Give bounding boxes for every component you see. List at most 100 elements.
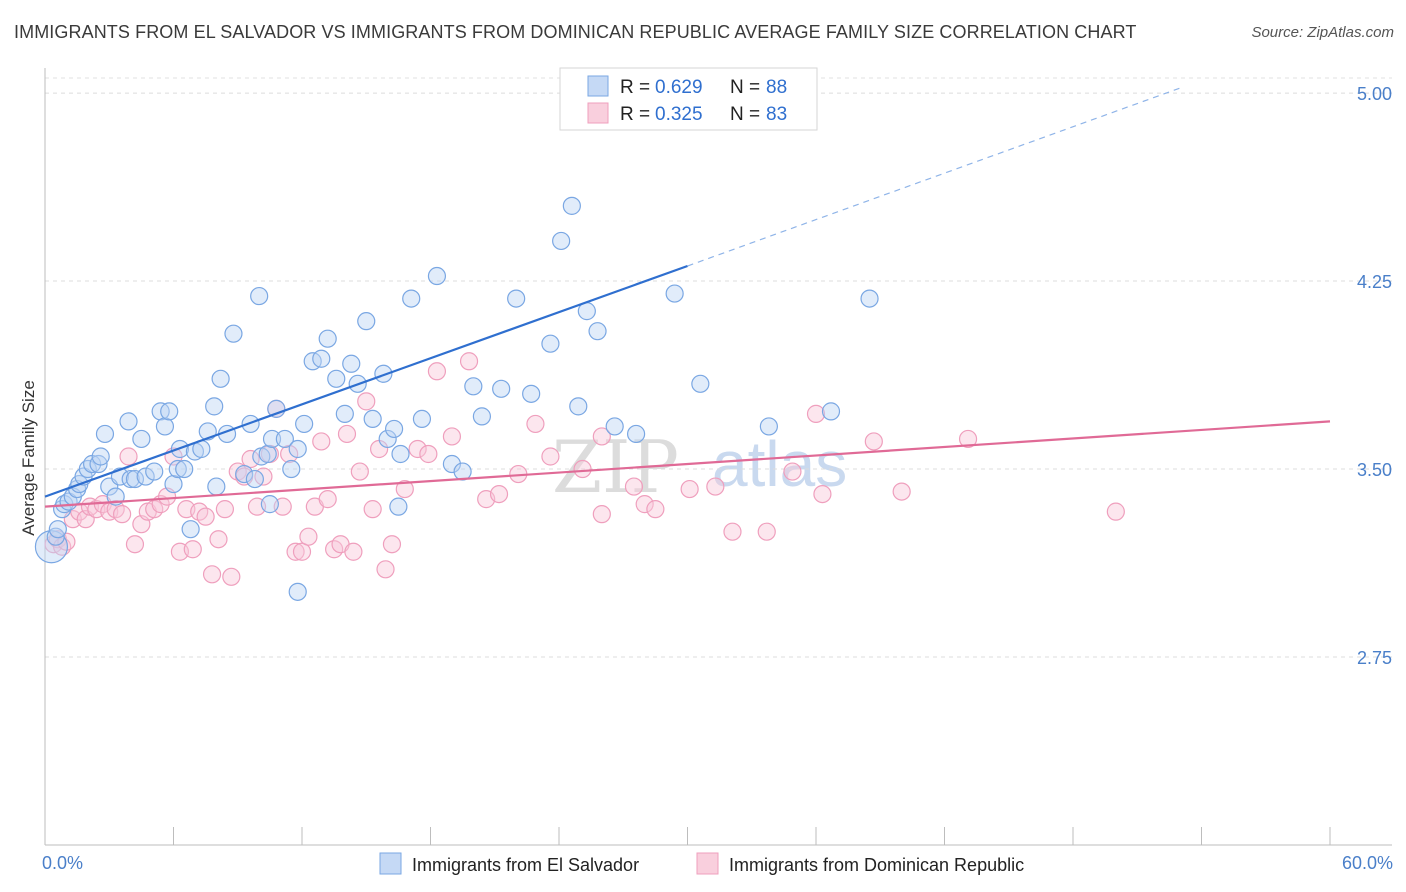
point-el-salvador <box>342 354 361 373</box>
legend-swatch-el-salvador <box>587 75 609 97</box>
point-dominican <box>419 444 438 464</box>
point-dominican <box>395 479 414 499</box>
point-dominican <box>337 424 357 444</box>
y-tick-label: 4.25 <box>1357 272 1392 292</box>
point-dominican <box>183 540 202 559</box>
point-dominican <box>592 505 611 524</box>
point-el-salvador <box>759 417 778 436</box>
point-dominican <box>209 530 228 549</box>
point-dominican <box>680 479 699 499</box>
point-dominican <box>357 392 376 411</box>
point-el-salvador <box>357 312 376 331</box>
point-dominican <box>125 535 145 554</box>
series-dominican-points <box>44 352 1125 586</box>
point-el-salvador <box>442 454 462 474</box>
point-dominican <box>806 404 826 423</box>
point-el-salvador <box>389 497 408 516</box>
point-el-salvador <box>145 462 164 481</box>
point-el-salvador <box>288 582 307 601</box>
point-dominican <box>706 477 725 496</box>
watermark-zip: ZIP <box>552 425 679 509</box>
point-el-salvador <box>569 397 588 416</box>
point-el-salvador <box>295 414 314 434</box>
point-el-salvador <box>318 329 337 348</box>
point-el-salvador <box>562 196 581 215</box>
point-el-salvador <box>260 495 279 514</box>
point-el-salvador <box>588 322 607 341</box>
point-el-salvador <box>34 530 69 564</box>
point-el-salvador <box>665 284 684 303</box>
point-el-salvador <box>391 444 410 464</box>
point-el-salvador <box>464 377 483 396</box>
point-el-salvador <box>374 364 393 383</box>
point-dominican <box>363 500 382 519</box>
point-el-salvador <box>119 412 138 431</box>
point-dominican <box>783 462 802 481</box>
point-dominican <box>280 444 299 464</box>
point-el-salvador <box>821 402 841 421</box>
chart-source: Source: ZipAtlas.com <box>1251 24 1394 41</box>
point-el-salvador <box>91 447 110 466</box>
point-el-salvador <box>89 454 108 474</box>
trend-line-dominican <box>44 420 1331 508</box>
point-dominican <box>442 427 462 446</box>
point-el-salvador <box>168 459 187 479</box>
legend-n-label-2: N = <box>730 104 760 125</box>
point-dominican <box>427 362 447 381</box>
legend-top: R = 0.629 N = 88 R = 0.325 N = 83 <box>559 67 818 131</box>
point-dominican <box>459 352 479 371</box>
point-dominican <box>292 542 312 561</box>
point-dominican <box>376 560 395 579</box>
point-dominican <box>196 507 215 526</box>
point-dominican <box>344 542 363 561</box>
point-el-salvador <box>691 374 710 393</box>
point-dominican <box>892 482 911 501</box>
point-el-salvador <box>492 379 511 398</box>
point-el-salvador <box>258 444 277 464</box>
point-dominican <box>592 427 611 446</box>
point-dominican <box>635 495 654 514</box>
point-el-salvador <box>402 289 421 308</box>
point-dominican <box>241 449 260 469</box>
axes <box>44 68 1392 846</box>
point-dominican <box>624 477 644 496</box>
point-el-salvador <box>378 429 397 449</box>
point-el-salvador <box>335 404 354 423</box>
point-dominican <box>286 542 305 561</box>
point-el-salvador <box>427 266 447 286</box>
point-el-salvador <box>282 459 301 479</box>
grid-lines <box>45 77 1392 658</box>
point-el-salvador <box>164 474 183 494</box>
y-tick-label: 3.50 <box>1357 460 1392 480</box>
point-el-salvador <box>472 407 491 426</box>
point-el-salvador <box>46 527 65 546</box>
point-el-salvador <box>384 419 404 439</box>
bottom-legend-swatch-dominican <box>696 852 719 875</box>
point-el-salvador <box>121 469 140 489</box>
x-tick-label-min: 0.0% <box>42 853 83 873</box>
point-el-salvador <box>262 429 282 449</box>
legend-r-value-1: 0.629 <box>655 77 703 98</box>
point-el-salvador <box>605 417 624 436</box>
trend-line-el-salvador <box>44 264 688 498</box>
point-dominican <box>757 522 776 541</box>
point-el-salvador <box>288 439 307 459</box>
point-el-salvador <box>205 397 224 416</box>
point-el-salvador <box>453 462 472 481</box>
point-el-salvador <box>224 324 243 343</box>
point-el-salvador <box>275 429 294 449</box>
point-dominican <box>489 484 509 504</box>
y-tick-label: 2.75 <box>1357 648 1392 668</box>
point-dominican <box>312 432 331 451</box>
point-el-salvador <box>626 424 646 444</box>
point-el-salvador <box>48 520 67 539</box>
point-el-salvador <box>95 424 115 444</box>
point-dominican <box>541 447 560 466</box>
watermark-atlas: atlas <box>712 428 847 500</box>
point-el-salvador <box>552 231 571 251</box>
point-el-salvador <box>207 477 226 496</box>
legend-r-value-2: 0.325 <box>655 104 703 125</box>
point-el-salvador <box>132 429 151 449</box>
point-el-salvador <box>175 459 194 479</box>
